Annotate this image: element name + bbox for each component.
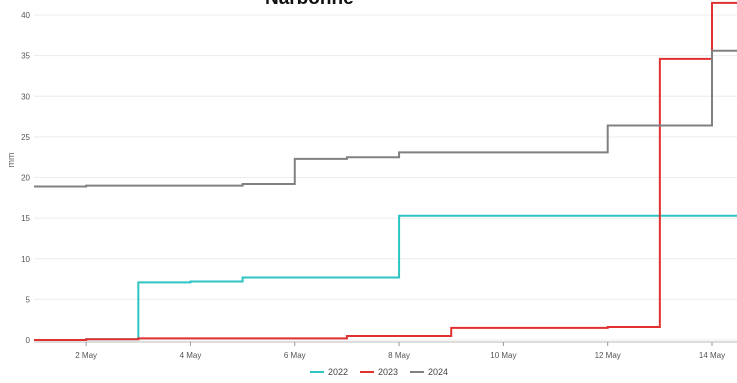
y-tick-label: 25 [21, 133, 30, 142]
x-tick-label: 6 May [284, 351, 306, 360]
y-tick-label: 0 [26, 336, 31, 345]
series-line-2024 [34, 49, 737, 188]
series-line-2023 [34, 1, 737, 341]
series-line-2022 [34, 214, 737, 341]
y-tick-label: 35 [21, 52, 30, 61]
axes: 0 5 10 15 20 25 30 35 40 2 May 4 May 6 May 8 May 10 M… [6, 11, 737, 360]
legend-label-2024: 2024 [428, 367, 448, 377]
x-tick-label: 10 May [490, 351, 516, 360]
series-lines [34, 1, 737, 341]
y-tick-label: 30 [21, 92, 30, 101]
legend-label-2023: 2023 [378, 367, 398, 377]
y-tick-label: 5 [26, 295, 31, 304]
chart-title: Narbonne [265, 0, 354, 10]
y-axis-label: mm [6, 153, 16, 168]
x-tick-label: 2 May [75, 351, 97, 360]
legend-label-2022: 2022 [328, 367, 348, 377]
y-tick-label: 15 [21, 214, 30, 223]
legend: 2022 2023 2024 [310, 367, 448, 377]
x-tick-label: 8 May [388, 351, 410, 360]
x-tick-label: 12 May [595, 351, 621, 360]
y-tick-label: 20 [21, 174, 30, 183]
y-tick-label: 10 [21, 255, 30, 264]
grid-lines [34, 14, 737, 341]
x-tick-label: 14 May [699, 351, 725, 360]
x-tick-label: 4 May [180, 351, 202, 360]
y-tick-label: 40 [21, 11, 30, 20]
